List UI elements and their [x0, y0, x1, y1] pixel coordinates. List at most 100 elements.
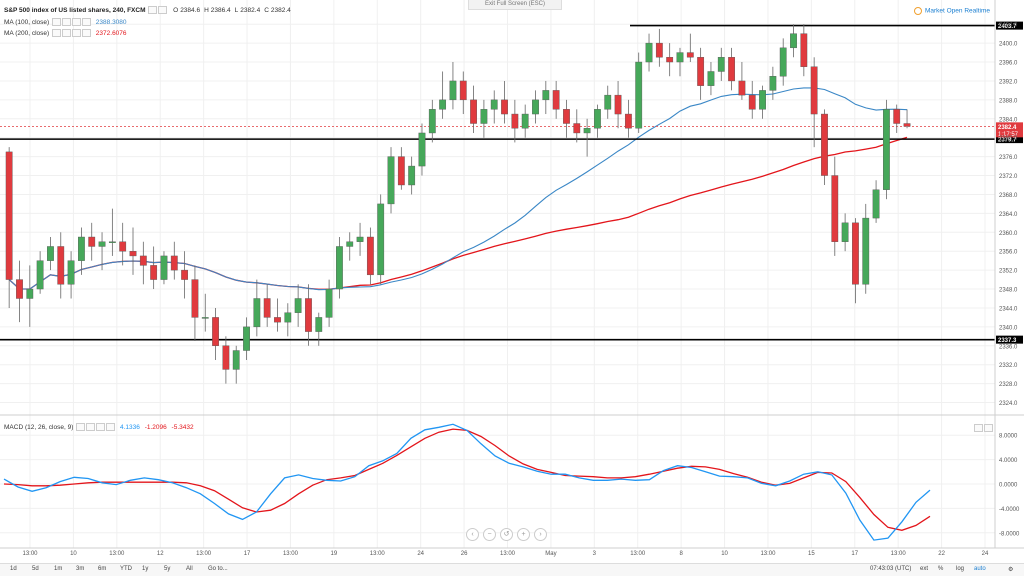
scale-option-button[interactable]: % [938, 566, 944, 572]
candle-body [655, 42, 663, 58]
candle [676, 47, 684, 77]
macd-more-icon[interactable] [106, 423, 116, 432]
x-tick-label: 13:00 [370, 551, 386, 557]
candle [893, 104, 901, 133]
candle-body [872, 189, 880, 219]
ma100-more-icon[interactable] [81, 18, 91, 27]
ma200-label[interactable]: MA (200, close) [4, 30, 50, 37]
period-button[interactable]: 3m [76, 566, 85, 572]
macd-label[interactable]: MACD (12, 26, close, 9) [4, 424, 74, 431]
ma200-settings-icon[interactable] [61, 29, 71, 38]
candle [222, 336, 230, 384]
macd-eye-icon[interactable] [76, 423, 86, 432]
pane-maximize-icon[interactable] [974, 424, 983, 432]
exit-fullscreen-banner[interactable]: Exit Full Screen (ESC) [468, 0, 562, 10]
ma200-value: 2372.6076 [95, 30, 127, 37]
reset-icon[interactable]: ↺ [500, 528, 513, 541]
x-tick-label: 13:00 [760, 551, 776, 557]
candle-body [88, 236, 96, 247]
macd-settings-icon[interactable] [86, 423, 96, 432]
period-button[interactable]: 1y [142, 566, 149, 572]
y-tick-label: 2404.0 [999, 23, 1018, 29]
candle [377, 194, 385, 285]
scale-option-button[interactable]: log [956, 566, 965, 572]
period-button[interactable]: 1m [54, 566, 63, 572]
horizontal-levels: 2403.7 2379.7 2337.3 2382.41:17:57 [0, 21, 1023, 344]
period-button[interactable]: All [186, 566, 193, 572]
x-tick-label: 10 [721, 551, 728, 557]
candle [852, 218, 859, 304]
y-tick-label: 2372.0 [999, 174, 1018, 180]
macd-close-icon[interactable] [96, 423, 106, 432]
period-button[interactable]: YTD [120, 566, 132, 572]
candle [686, 33, 694, 63]
candle-body [511, 113, 519, 129]
zoom-out-icon[interactable]: − [483, 528, 496, 541]
ma100-label[interactable]: MA (100, close) [4, 19, 50, 26]
ma200-close-icon[interactable] [71, 29, 81, 38]
candle-body [212, 317, 219, 346]
candle-body [181, 269, 189, 280]
candle-body [57, 246, 65, 285]
candle [614, 80, 622, 129]
clock-time[interactable]: 07:43:03 (UTC) [870, 566, 912, 572]
period-button[interactable]: 1d [10, 566, 17, 572]
candle-body [594, 109, 601, 129]
scroll-right-icon[interactable]: › [534, 528, 547, 541]
candle [563, 99, 570, 138]
candle [573, 109, 581, 143]
settings-gear-icon[interactable]: ⚙ [1008, 567, 1014, 573]
candle-body [98, 241, 106, 247]
candle [170, 241, 178, 280]
ma100-eye-icon[interactable] [51, 18, 61, 27]
candle-body [583, 128, 591, 134]
ma200-eye-icon[interactable] [51, 29, 61, 38]
candle [325, 279, 333, 327]
candle-body [893, 109, 901, 124]
main-legend: S&P 500 index of US listed shares, 240, … [4, 6, 291, 15]
candle [150, 246, 158, 290]
y-tick-label: 2336.0 [999, 344, 1018, 350]
pane-collapse-icon[interactable] [984, 424, 993, 432]
candle [57, 232, 65, 299]
ma100-settings-icon[interactable] [61, 18, 71, 27]
zoom-in-icon[interactable]: + [517, 528, 530, 541]
candle-body [480, 109, 488, 124]
period-button[interactable]: 5d [32, 566, 39, 572]
candle [88, 222, 96, 261]
candle [872, 180, 880, 223]
legend-settings-icon[interactable] [148, 6, 158, 15]
candle [305, 284, 312, 346]
ma100-path [8, 87, 908, 291]
candle-body [315, 317, 323, 332]
chart-navigation: ‹ − ↺ + › [466, 528, 551, 542]
symbol-title[interactable]: S&P 500 index of US listed shares, 240, … [4, 7, 146, 14]
period-button[interactable]: 6m [98, 566, 107, 572]
candle [346, 232, 354, 261]
candle-body [604, 94, 612, 110]
candle-body [542, 90, 550, 101]
candle-body [748, 94, 756, 110]
period-button[interactable]: Go to... [208, 566, 228, 572]
scale-option-button[interactable]: ext [920, 566, 929, 572]
legend-eye-icon[interactable] [158, 6, 168, 15]
candle-body [686, 52, 694, 58]
y-tick-label: 2324.0 [999, 401, 1018, 407]
scroll-left-icon[interactable]: ‹ [466, 528, 479, 541]
period-button[interactable]: 5y [164, 566, 171, 572]
candle-body [666, 57, 674, 63]
candle [779, 38, 787, 86]
candle [108, 208, 116, 256]
candle [717, 47, 725, 81]
market-status[interactable]: Market Open Realtime [913, 7, 990, 15]
ma200-more-icon[interactable] [81, 29, 91, 38]
scale-option-button[interactable]: auto [974, 566, 986, 572]
candle-body [16, 279, 23, 299]
ma100-close-icon[interactable] [71, 18, 81, 27]
candle-body [903, 123, 911, 127]
y-tick-label: 2400.0 [999, 42, 1018, 48]
market-status-text: Market Open [924, 7, 963, 15]
candle [253, 279, 261, 337]
y-tick-label: 2344.0 [999, 306, 1018, 312]
